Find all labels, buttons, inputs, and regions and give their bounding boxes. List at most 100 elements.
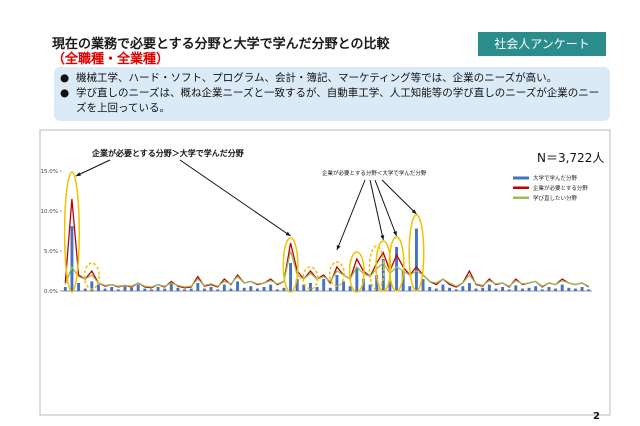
bar: [209, 287, 213, 291]
legend-label: 企業が必要とする分野: [533, 184, 588, 192]
bar: [322, 279, 326, 291]
bar: [395, 247, 399, 291]
highlight: [63, 171, 80, 293]
bar: [461, 286, 465, 291]
bar: [355, 267, 359, 291]
bar: [222, 284, 226, 291]
bar: [481, 287, 485, 291]
bar: [70, 226, 74, 291]
bar: [169, 283, 173, 291]
arrow: [374, 179, 398, 237]
bullet-box: 機械工学、ハード・ソフト、プログラム、会計・簿記、マーケティング等では、企業のニ…: [54, 67, 610, 121]
bar: [130, 287, 134, 291]
subtitle: （全職種・全業種）: [52, 52, 170, 67]
bar: [375, 275, 379, 291]
bar: [527, 287, 531, 291]
bar: [110, 287, 114, 291]
bar: [487, 284, 491, 291]
legend-swatch: [513, 186, 529, 189]
bar: [540, 289, 544, 291]
bar: [408, 286, 412, 291]
bar: [434, 288, 438, 291]
page-number: 2: [593, 411, 600, 422]
bar: [501, 287, 505, 291]
bar: [335, 275, 339, 291]
bar: [136, 284, 140, 291]
arrow-head: [285, 231, 291, 236]
bar: [63, 287, 67, 291]
bar: [507, 289, 511, 291]
highlight: [388, 236, 405, 292]
bar: [342, 281, 346, 291]
title: 現在の業務で必要とする分野と大学で学んだ分野との比較: [52, 37, 390, 52]
y-tick-label: 10.0%: [41, 209, 58, 215]
bar: [77, 283, 81, 291]
bar: [401, 271, 405, 291]
highlight: [368, 245, 385, 291]
arrow-head: [411, 209, 417, 214]
bar: [163, 288, 167, 291]
bar: [189, 288, 193, 291]
arrow-head: [75, 172, 81, 176]
bar: [454, 289, 458, 291]
bar: [216, 289, 220, 291]
arrow: [75, 159, 111, 177]
bar: [348, 286, 352, 291]
bar: [573, 288, 577, 291]
series-line: [64, 250, 589, 288]
bar: [361, 279, 365, 291]
bar: [474, 288, 478, 291]
bar: [448, 287, 452, 291]
highlight: [302, 266, 319, 290]
bar: [567, 287, 571, 291]
bar: [421, 279, 425, 291]
bar: [149, 289, 153, 291]
bar: [295, 279, 299, 291]
bar: [249, 286, 253, 291]
bar: [123, 286, 127, 291]
bar: [315, 287, 319, 291]
bar: [183, 289, 187, 291]
y-tick-label: 5.0%: [44, 249, 58, 255]
bar: [90, 281, 94, 291]
bar: [514, 285, 518, 291]
bar: [96, 284, 100, 291]
bar: [156, 287, 160, 291]
bar: [143, 288, 147, 291]
highlight: [282, 237, 299, 293]
bar: [328, 287, 332, 291]
bar: [388, 281, 392, 291]
legend-label: 学び直したい分野: [533, 194, 578, 202]
bar: [308, 283, 312, 291]
y-tick-label: 0.0%: [44, 289, 58, 295]
bar: [534, 286, 538, 291]
bullet: 機械工学、ハード・ソフト、プログラム、会計・簿記、マーケティング等では、企業のニ…: [60, 71, 602, 86]
annotation: 企業が必要とする分野＞大学で学んだ分野: [91, 148, 244, 158]
bar: [494, 288, 498, 291]
bar: [282, 287, 286, 291]
bar: [116, 289, 120, 291]
arrow-head: [393, 231, 397, 236]
arrow: [369, 179, 384, 241]
bar: [229, 288, 233, 291]
highlight: [408, 214, 425, 292]
arrow: [381, 179, 417, 215]
bar: [269, 284, 273, 291]
bar: [302, 284, 306, 291]
bar: [520, 288, 524, 291]
badge: 社会人アンケート: [478, 32, 606, 56]
y-tick-label: 15.0%: [41, 169, 58, 175]
highlight: [83, 262, 100, 290]
bar: [368, 284, 372, 291]
highlight: [348, 251, 365, 293]
legend-swatch: [513, 176, 529, 180]
bar: [289, 263, 293, 291]
bar: [587, 289, 591, 291]
arrow-head: [336, 245, 341, 250]
arrow: [336, 179, 366, 251]
n-label: N＝3,722人: [537, 151, 604, 165]
bar: [547, 287, 551, 291]
annotation: 企業が必要とする分野＜大学で学んだ分野: [322, 169, 427, 177]
bar: [275, 289, 279, 291]
